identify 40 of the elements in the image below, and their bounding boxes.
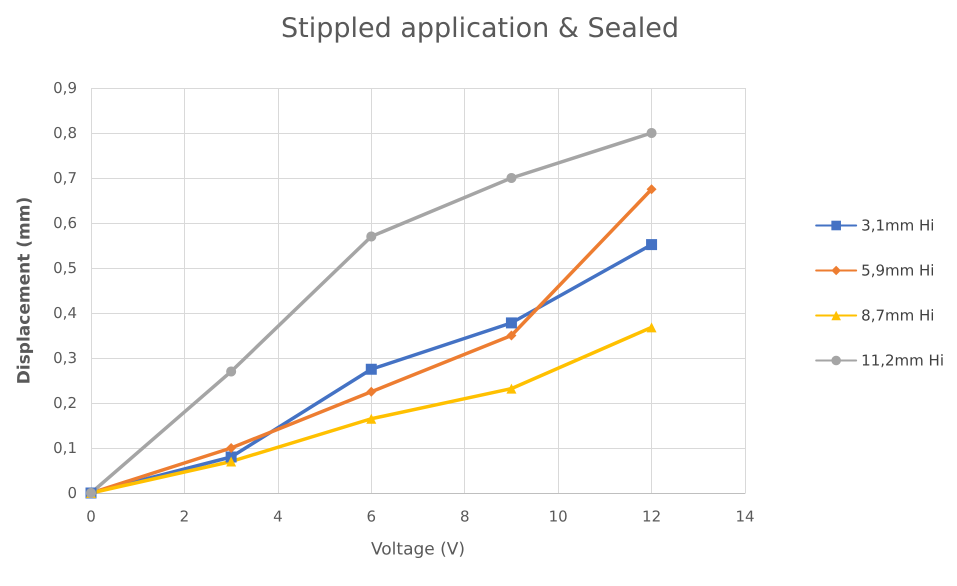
y-tick-label: 0,5 <box>53 259 77 277</box>
y-axis-title: Displacement (mm) <box>14 196 34 384</box>
point <box>506 384 516 394</box>
y-tick-label: 0,9 <box>53 79 77 97</box>
x-tick-label: 0 <box>86 508 96 526</box>
y-tick-label: 0,3 <box>53 349 77 367</box>
y-tick-label: 0,4 <box>53 304 77 322</box>
x-tick-label: 8 <box>460 508 470 526</box>
x-tick-label: 14 <box>735 508 755 526</box>
x-tick-label: 6 <box>366 508 376 526</box>
point <box>366 386 376 397</box>
x-tick-label: 10 <box>548 508 568 526</box>
point <box>506 330 516 340</box>
point <box>366 364 377 375</box>
point <box>366 232 376 242</box>
y-tick-label: 0,8 <box>53 124 77 142</box>
legend-label: 5,9mm Hi <box>861 262 934 280</box>
point <box>506 173 516 183</box>
x-tick-label: 4 <box>273 508 283 526</box>
y-tick-label: 0,7 <box>53 169 77 187</box>
x-tick-label: 2 <box>180 508 190 526</box>
point <box>646 184 657 194</box>
point <box>226 456 236 466</box>
point <box>226 366 236 376</box>
point <box>366 414 376 424</box>
chart-title: Stippled application & Sealed <box>280 13 680 44</box>
y-tick-label: 0,6 <box>53 214 77 232</box>
y-tick-label: 0,2 <box>53 394 77 412</box>
legend-label: 8,7mm Hi <box>861 306 934 324</box>
x-axis-title: Voltage (V) <box>370 540 466 560</box>
point <box>226 443 236 453</box>
point <box>506 317 517 328</box>
x-tick-label: 12 <box>642 508 662 526</box>
point <box>646 128 657 138</box>
point <box>646 322 657 332</box>
legend-label: 11,2mm Hi <box>861 352 944 370</box>
legend-label: 3,1mm Hi <box>861 216 934 234</box>
y-tick-label: 0,1 <box>53 439 77 457</box>
y-tick-label: 0 <box>67 484 77 502</box>
point <box>646 239 658 250</box>
